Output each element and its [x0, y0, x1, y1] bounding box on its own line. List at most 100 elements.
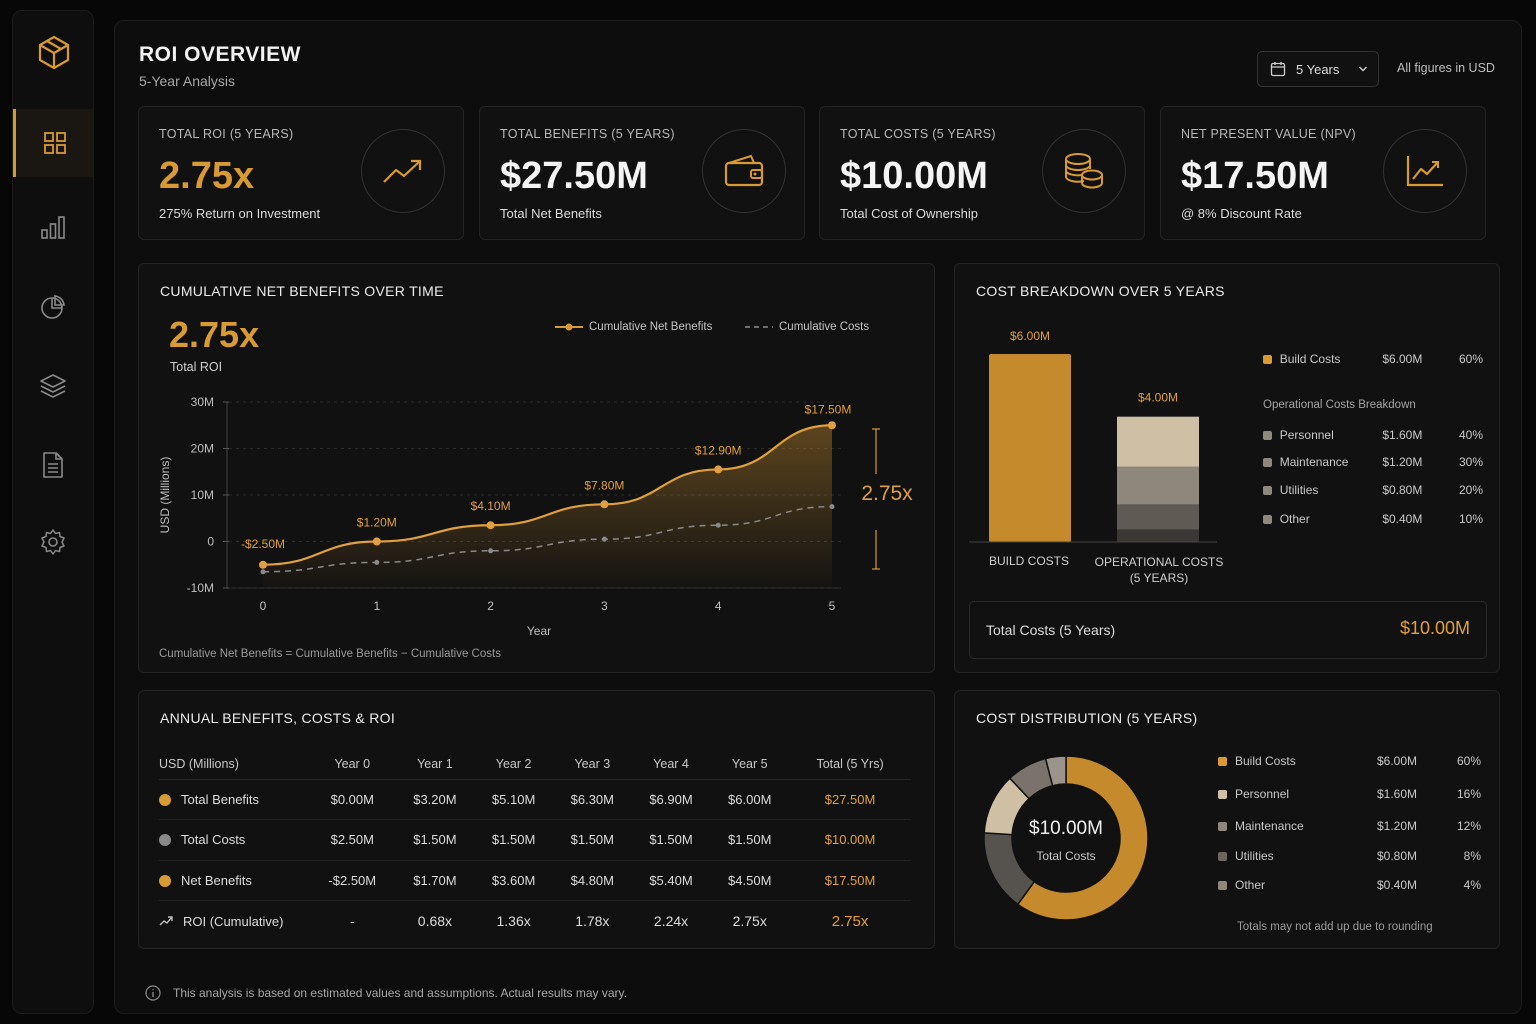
costs-point: [829, 504, 835, 510]
range-select[interactable]: 5 Years: [1257, 51, 1379, 87]
page-subtitle: 5-Year Analysis: [139, 73, 235, 89]
table-row: ROI (Cumulative) - 0.68x 1.36x 1.78x 2.24x 2.7…: [159, 901, 911, 942]
item-pct: 12%: [1456, 819, 1481, 833]
nav-settings[interactable]: [13, 508, 93, 576]
roi-highlight-label: Total ROI: [170, 360, 223, 374]
sidebar: [12, 10, 94, 1014]
footer-note: This analysis is based on estimated valu…: [145, 985, 627, 1001]
row-dot: [159, 874, 171, 887]
line-chart-icon: [1383, 129, 1467, 213]
swatch: [1263, 430, 1272, 440]
cost-distribution-donut: [983, 755, 1149, 921]
nav-reports-pie[interactable]: [13, 273, 93, 341]
item-pct: 30%: [1458, 455, 1483, 469]
y-tick-label: 10M: [191, 488, 214, 502]
legend-label: Cumulative Net Benefits: [589, 321, 713, 333]
kpi-card-total-benefits: TOTAL BENEFITS (5 YEARS) $27.50M Total N…: [479, 106, 805, 240]
table-cell: $3.60M: [474, 860, 553, 901]
row-label: Net Benefits: [181, 872, 252, 888]
item-value: $6.00M: [1382, 352, 1423, 366]
data-label: $12.90M: [695, 443, 742, 457]
roi-highlight-value: 2.75x: [169, 314, 260, 355]
total-costs-label: Total Costs (5 Years): [986, 622, 1116, 638]
kpi-value: 2.75x: [159, 155, 255, 197]
item-name: Other: [1279, 512, 1310, 526]
kpi-label: NET PRESENT VALUE (NPV): [1181, 127, 1356, 141]
nav-analytics[interactable]: [13, 193, 93, 261]
net-benefits-point: [714, 465, 723, 474]
bar-label-ops: OPERATIONAL COSTS (5 YEARS): [1085, 554, 1233, 586]
x-tick-label: 0: [260, 599, 267, 613]
footer-note-text: This analysis is based on estimated valu…: [173, 986, 627, 1000]
item-name: Other: [1235, 878, 1266, 892]
bar-chart-icon: [41, 216, 65, 239]
page-title: ROI OVERVIEW: [139, 43, 301, 66]
distribution-item: Utilities $0.80M 8%: [1218, 849, 1482, 863]
table-row: Net Benefits -$2.50M $1.70M $3.60M $4.80M $5.…: [159, 860, 911, 901]
table-cell: $2.50M: [309, 819, 396, 861]
bar-label-ops-line2: (5 YEARS): [1129, 571, 1189, 585]
bar-ops-segment: [1117, 529, 1199, 542]
row-dot: [159, 793, 171, 806]
net-benefits-line: [262, 424, 833, 566]
item-pct: 8%: [1463, 849, 1481, 863]
x-tick-label: 3: [601, 599, 608, 613]
annual-table: USD (Millions) Year 0 Year 1 Year 2 Year 3 Ye…: [159, 749, 911, 941]
bar-value-build: $6.00M: [1010, 329, 1050, 343]
ops-item: Maintenance $1.20M 30%: [1263, 455, 1483, 469]
table-header-row: USD (Millions) Year 0 Year 1 Year 2 Year 3 Ye…: [159, 749, 911, 780]
distribution-item: Build Costs $6.00M 60%: [1218, 754, 1482, 768]
nav-dashboard[interactable]: [13, 109, 93, 177]
table-total-cell: 2.75x: [831, 912, 869, 930]
table-cell: $5.10M: [474, 779, 553, 820]
calendar-icon: [1270, 62, 1286, 77]
table-cell: $3.20M: [395, 779, 475, 820]
data-label: -$2.50M: [241, 537, 285, 551]
data-label: $4.10M: [471, 499, 511, 513]
costs-point: [715, 522, 721, 528]
swatch: [1263, 514, 1272, 524]
costs-point: [260, 569, 266, 575]
kpi-label: TOTAL ROI (5 YEARS): [159, 127, 294, 141]
document-icon: [43, 452, 63, 478]
item-value: $1.60M: [1377, 787, 1418, 801]
table-cell: $6.30M: [552, 779, 632, 820]
roi-bracket-label: 2.75x: [861, 482, 913, 505]
nav-documents[interactable]: [13, 431, 93, 499]
row-label: ROI (Cumulative): [183, 913, 284, 929]
ops-item: Personnel $1.60M 40%: [1263, 428, 1483, 442]
card-title: COST DISTRIBUTION (5 YEARS): [976, 710, 1198, 726]
table-cell: $4.50M: [710, 860, 790, 901]
x-tick-label: 2: [487, 599, 494, 613]
net-benefits-point: [372, 537, 381, 546]
y-tick-label: 30M: [191, 395, 214, 409]
kpi-value: $17.50M: [1181, 155, 1329, 197]
table-cell: $1.50M: [710, 819, 790, 861]
net-benefits-point: [486, 521, 495, 530]
table-header-cell: USD (Millions): [159, 749, 309, 780]
cost-breakdown-bar-chart: $6.00M $4.00M: [969, 329, 1217, 543]
ops-item: Utilities $0.80M 20%: [1263, 483, 1483, 497]
item-pct: 60%: [1458, 352, 1483, 366]
distribution-item: Other $0.40M 4%: [1218, 878, 1482, 892]
distribution-item: Personnel $1.60M 16%: [1218, 787, 1482, 801]
trend-up-icon: [361, 129, 445, 213]
row-label-cell: ROI (Cumulative): [159, 901, 309, 942]
card-title: ANNUAL BENEFITS, COSTS & ROI: [160, 710, 396, 726]
net-benefits-point: [600, 500, 609, 509]
cumulative-line-chart: 30M 20M 10M 0 -10M 0 1 2 3 4 5 Year USD (Millions) -$…: [158, 395, 913, 638]
annual-table-card: ANNUAL BENEFITS, COSTS & ROI USD (Millio…: [138, 690, 935, 949]
nav-layers[interactable]: [13, 352, 93, 420]
kpi-value: $10.00M: [840, 155, 988, 197]
pie-chart-icon: [41, 295, 65, 319]
cube-logo-icon: [35, 33, 73, 71]
item-pct: 40%: [1458, 428, 1483, 442]
table-cell: $1.50M: [631, 819, 711, 861]
table-cell: $4.80M: [552, 860, 632, 901]
item-pct: 16%: [1456, 787, 1481, 801]
costs-line: [262, 505, 833, 573]
item-pct: 60%: [1456, 754, 1481, 768]
y-axis-title: USD (Millions): [158, 457, 172, 534]
swatch: [1218, 851, 1227, 861]
wallet-icon: [702, 129, 786, 213]
